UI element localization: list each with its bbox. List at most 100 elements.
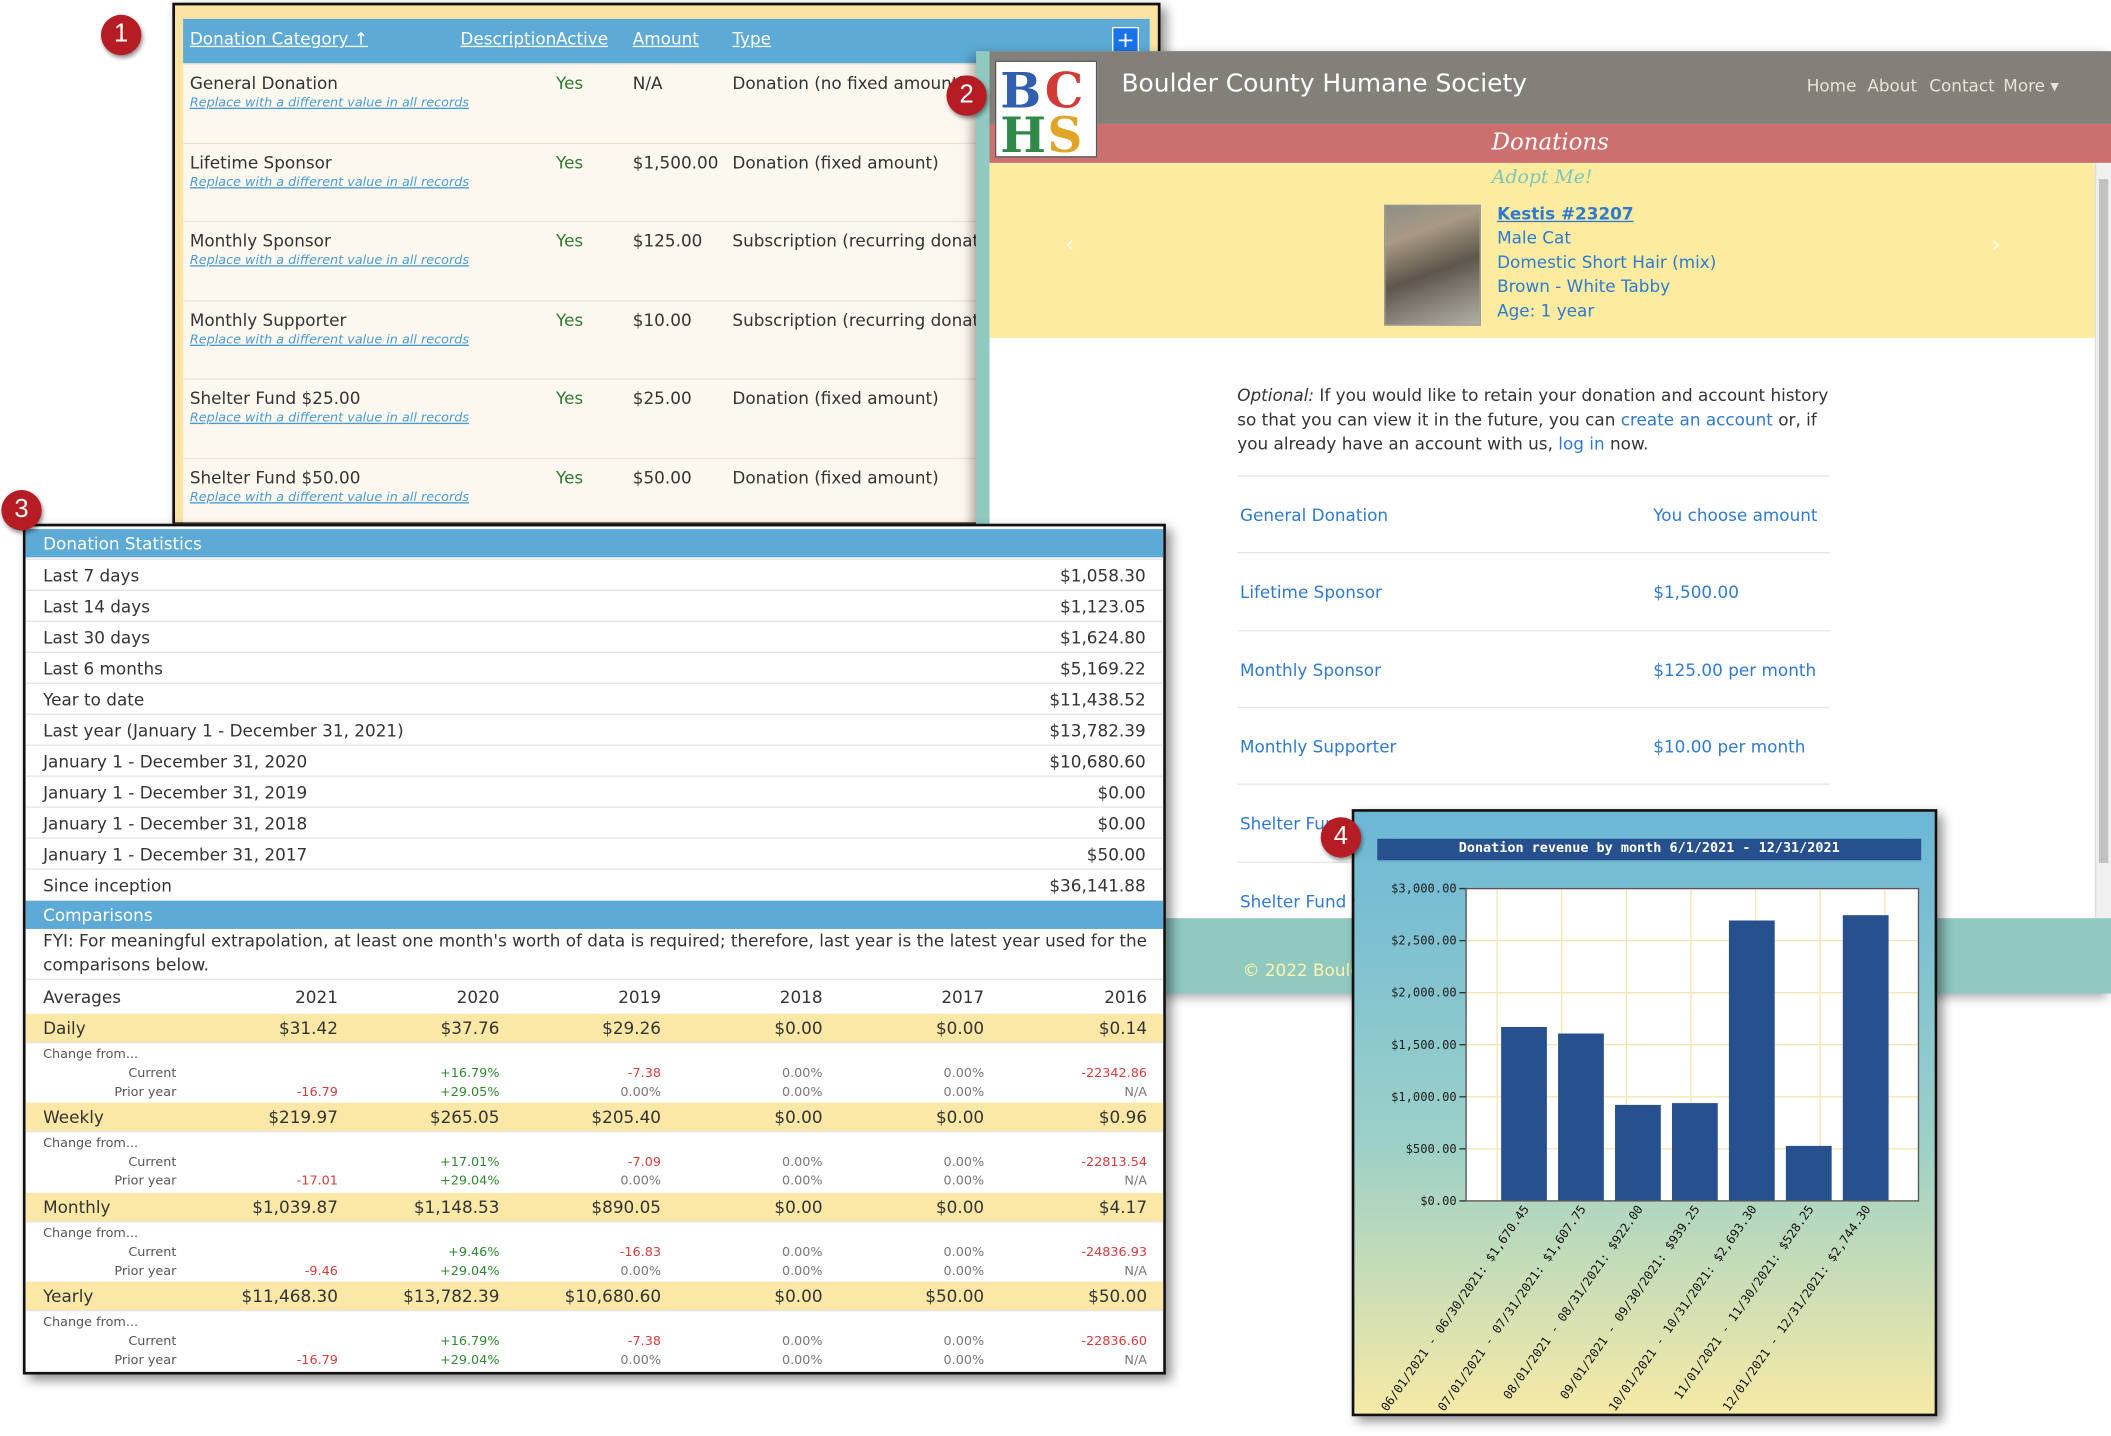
replace-value-link[interactable]: Replace with a different value in all re…	[189, 331, 470, 347]
pet-breed: Domestic Short Hair (mix)	[1497, 251, 1717, 272]
add-record-button[interactable]: +	[1112, 26, 1139, 54]
column-header-description[interactable]: Description	[460, 28, 557, 49]
column-header-active[interactable]: Active	[556, 28, 609, 49]
nav-about-link[interactable]: About	[1867, 75, 1918, 96]
average-value: $219.97	[268, 1107, 338, 1128]
donation-option-name[interactable]: Shelter Fun	[1239, 813, 1336, 834]
replace-value-link[interactable]: Replace with a different value in all re…	[189, 95, 470, 111]
prior-year-label: Prior year	[114, 1174, 177, 1190]
amount-cell: $25.00	[632, 387, 692, 408]
change-current-value: -16.83	[619, 1244, 662, 1260]
logo-letter-s: S	[1047, 107, 1082, 156]
prior-year-label: Prior year	[114, 1085, 177, 1100]
bar[interactable]	[1558, 1033, 1604, 1201]
change-prior-value: 0.00%	[620, 1174, 662, 1190]
donation-option-name[interactable]: Monthly Sponsor	[1239, 659, 1381, 680]
statistic-value: $5,169.22	[1060, 658, 1146, 679]
nav-contact-link[interactable]: Contact	[1929, 75, 1995, 96]
column-header-amount[interactable]: Amount	[632, 28, 699, 49]
change-prior-value: +29.04%	[439, 1352, 500, 1368]
active-cell: Yes	[556, 151, 584, 172]
pet-name-link[interactable]: Kestis #23207	[1497, 203, 1634, 224]
change-current-value: 0.00%	[943, 1244, 985, 1260]
year-header: 2018	[779, 986, 823, 1008]
bar[interactable]	[1501, 1026, 1547, 1201]
change-current-value: 0.00%	[781, 1066, 823, 1082]
carousel-next-icon[interactable]: ›	[1991, 230, 2001, 259]
bar[interactable]	[1728, 920, 1775, 1201]
bchs-logo[interactable]: B C H S	[994, 60, 1098, 164]
change-current-value: -22813.54	[1081, 1155, 1148, 1171]
adopt-me-title: Adopt Me!	[1491, 166, 1593, 189]
average-value: $0.00	[774, 1107, 823, 1128]
change-prior-value: N/A	[1124, 1174, 1148, 1190]
pet-color: Brown - White Tabby	[1497, 275, 1671, 297]
log-in-link[interactable]: log in	[1558, 433, 1605, 454]
scrollbar-thumb[interactable]	[2098, 179, 2109, 863]
donation-option-row[interactable]: Monthly Supporter $10.00 per month	[1237, 706, 1830, 784]
callout-3: 3	[1, 490, 42, 531]
pet-age: Age: 1 year	[1497, 300, 1595, 321]
donation-option-row[interactable]: General Donation You choose amount	[1237, 475, 1830, 552]
site-navbar: Boulder County Humane Society Home About…	[989, 51, 2111, 124]
donation-option-name[interactable]: General Donation	[1239, 504, 1389, 526]
statistic-label: Last 30 days	[43, 627, 150, 648]
statistic-value: $0.00	[1097, 782, 1146, 803]
donation-option-name[interactable]: Shelter Fund $	[1239, 890, 1363, 911]
donations-banner: Donations	[989, 123, 2111, 163]
carousel-prev-icon[interactable]: ‹	[1064, 230, 1075, 259]
donation-option-name[interactable]: Monthly Supporter	[1239, 736, 1397, 757]
statistic-value: $1,058.30	[1060, 565, 1146, 586]
site-title[interactable]: Boulder County Humane Society	[1121, 70, 1527, 99]
averages-label: Averages	[43, 986, 121, 1008]
nav-home-link[interactable]: Home	[1806, 75, 1857, 96]
comparisons-note: FYI: For meaningful extrapolation, at le…	[43, 930, 1148, 975]
change-current-value: -22836.60	[1081, 1334, 1148, 1349]
table-row[interactable]: General Donation Replace with a different…	[183, 63, 1150, 141]
active-cell: Yes	[556, 466, 584, 487]
bar[interactable]	[1615, 1104, 1661, 1201]
table-row[interactable]: Shelter Fund $25.00 Replace with a differ…	[183, 378, 1150, 456]
statistic-row: Since inception $36,141.88	[25, 868, 1164, 899]
average-label: Weekly	[43, 1107, 104, 1128]
table-row[interactable]: Monthly Sponsor Replace with a different …	[183, 220, 1150, 299]
table-row[interactable]: Monthly Supporter Replace with a differen…	[183, 299, 1150, 378]
replace-value-link[interactable]: Replace with a different value in all re…	[189, 489, 470, 505]
bar[interactable]	[1671, 1103, 1718, 1201]
average-value: $890.05	[591, 1196, 662, 1217]
donation-option-row[interactable]: Monthly Sponsor $125.00 per month	[1237, 629, 1830, 707]
change-current-value: -7.38	[627, 1066, 662, 1082]
change-prior-value: 0.00%	[943, 1085, 985, 1100]
table-row[interactable]: Lifetime Sponsor Replace with a different…	[183, 142, 1150, 220]
row-divider	[25, 1042, 1164, 1044]
pet-photo[interactable]	[1383, 204, 1481, 326]
vertical-scrollbar[interactable]	[2094, 162, 2111, 919]
prior-year-label: Prior year	[114, 1263, 177, 1279]
y-tick-label: $3,000.00	[1391, 882, 1457, 896]
average-value: $0.14	[1098, 1017, 1148, 1038]
column-header-type[interactable]: Type	[732, 28, 772, 49]
average-value: $205.40	[591, 1107, 662, 1128]
adopt-me-carousel: Adopt Me! ‹ Kestis #23207 Male Cat Domes…	[989, 162, 2095, 338]
table-row[interactable]: Shelter Fund $50.00 Replace with a differ…	[183, 457, 1150, 522]
average-value: $1,039.87	[252, 1196, 338, 1217]
donation-option-row[interactable]: Shelter Fun	[1237, 783, 1830, 861]
column-header-category[interactable]: Donation Category ↑	[189, 28, 369, 49]
donation-option-row[interactable]: Lifetime Sponsor $1,500.00	[1237, 552, 1830, 629]
average-value: $1,148.53	[413, 1196, 500, 1217]
change-from-label: Change from...	[43, 1225, 139, 1241]
bar[interactable]	[1785, 1145, 1832, 1201]
create-account-link[interactable]: create an account	[1620, 409, 1773, 430]
bar[interactable]	[1842, 915, 1889, 1201]
donation-option-name[interactable]: Lifetime Sponsor	[1239, 582, 1382, 603]
year-header: 2019	[618, 986, 662, 1008]
replace-value-link[interactable]: Replace with a different value in all re…	[189, 410, 470, 426]
change-prior-value: 0.00%	[781, 1352, 823, 1368]
replace-value-link[interactable]: Replace with a different value in all re…	[189, 174, 470, 190]
change-prior-value: +29.04%	[439, 1174, 500, 1190]
statistic-label: Last 6 months	[43, 658, 163, 679]
plus-icon: +	[1116, 26, 1135, 53]
nav-more-dropdown[interactable]: More ▾	[2003, 75, 2059, 96]
replace-value-link[interactable]: Replace with a different value in all re…	[189, 253, 470, 268]
